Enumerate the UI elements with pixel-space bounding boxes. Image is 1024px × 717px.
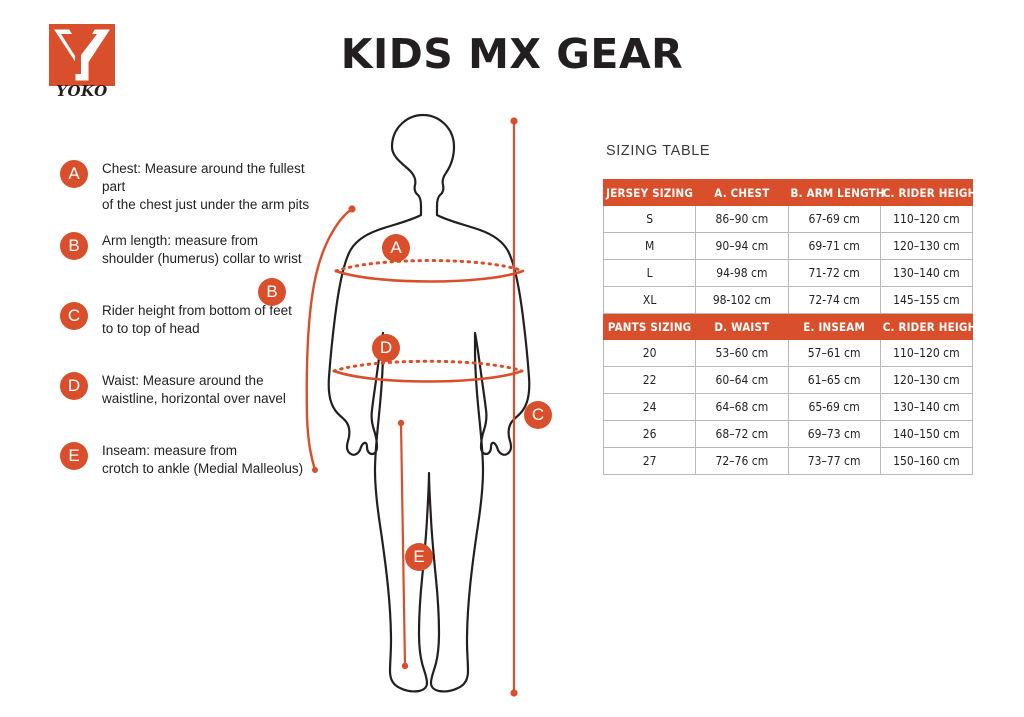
legend-badge-e: E <box>60 442 88 470</box>
table-row: XL 98-102 cm 72-74 cm 145–155 cm <box>602 286 974 314</box>
cell-jersey-chest: 86–90 cm <box>695 205 789 233</box>
cell-pants-waist: 53–60 cm <box>695 339 789 367</box>
chest-measure-band <box>334 259 525 283</box>
table-row: M 90–94 cm 69-71 cm 120–130 cm <box>602 232 974 260</box>
jersey-header-arm: B. ARM LENGTH <box>787 179 885 206</box>
legend-badge-d: D <box>60 372 88 400</box>
brand-logo: YOKO <box>47 22 117 100</box>
cell-jersey-size: S <box>602 205 697 233</box>
cell-jersey-height: 110–120 cm <box>879 205 974 233</box>
cell-pants-waist: 60–64 cm <box>695 366 789 394</box>
cell-jersey-chest: 94-98 cm <box>695 259 789 287</box>
legend-text-chest: Chest: Measure around the fullest part o… <box>102 161 310 212</box>
cell-pants-size: 26 <box>602 420 697 448</box>
cell-pants-size: 24 <box>602 393 697 421</box>
table-row: 27 72–76 cm 73–77 cm 150–160 cm <box>602 447 974 475</box>
legend-badge-b: B <box>60 232 88 260</box>
body-outline-icon <box>327 113 531 693</box>
legend-item-rider-height: C Rider height from bottom of feet to to… <box>60 302 310 354</box>
cell-pants-inseam: 61–65 cm <box>787 366 881 394</box>
table-row: 22 60–64 cm 61–65 cm 120–130 cm <box>602 366 974 394</box>
pants-header-height: C. RIDER HEIGHT <box>879 313 984 340</box>
cell-pants-size: 20 <box>602 339 697 367</box>
cell-pants-waist: 64–68 cm <box>695 393 789 421</box>
cell-pants-waist: 72–76 cm <box>695 447 789 475</box>
cell-jersey-arm: 69-71 cm <box>787 232 881 260</box>
yoko-logo-icon: YOKO <box>49 24 115 100</box>
cell-pants-height: 130–140 cm <box>879 393 974 421</box>
cell-jersey-height: 145–155 cm <box>879 286 974 314</box>
table-row: 24 64–68 cm 65-69 cm 130–140 cm <box>602 393 974 421</box>
jersey-header-height: C. RIDER HEIGHT <box>879 179 984 206</box>
inseam-measure-line <box>397 419 409 670</box>
legend-text-arm-length: Arm length: measure from shoulder (humer… <box>102 233 302 266</box>
cell-jersey-size: XL <box>602 286 697 314</box>
waist-measure-band <box>332 359 524 383</box>
page-title: KIDS MX GEAR <box>340 30 684 78</box>
cell-jersey-arm: 71-72 cm <box>787 259 881 287</box>
legend-list: A Chest: Measure around the fullest part… <box>60 160 310 512</box>
cell-jersey-size: L <box>602 259 697 287</box>
pants-header-waist: D. WAIST <box>695 313 789 340</box>
figure-marker-a: A <box>382 234 410 262</box>
cell-pants-height: 120–130 cm <box>879 366 974 394</box>
cell-jersey-height: 130–140 cm <box>879 259 974 287</box>
pants-header-size: PANTS SIZING <box>602 313 697 340</box>
legend-item-inseam: E Inseam: measure from crotch to ankle (… <box>60 442 310 494</box>
jersey-header-row: JERSEY SIZING A. CHEST B. ARM LENGTH C. … <box>602 179 984 206</box>
legend-item-chest: A Chest: Measure around the fullest part… <box>60 160 310 214</box>
cell-jersey-size: M <box>602 232 697 260</box>
legend-badge-a: A <box>60 160 88 188</box>
jersey-header-size: JERSEY SIZING <box>602 179 697 206</box>
jersey-header-chest: A. CHEST <box>695 179 789 206</box>
legend-item-waist: D Waist: Measure around the waistline, h… <box>60 372 310 424</box>
cell-pants-waist: 68–72 cm <box>695 420 789 448</box>
rider-height-measure-line <box>510 117 518 697</box>
figure-marker-d: D <box>372 334 400 362</box>
cell-jersey-chest: 98-102 cm <box>695 286 789 314</box>
cell-pants-inseam: 65-69 cm <box>787 393 881 421</box>
cell-pants-size: 27 <box>602 447 697 475</box>
table-row: 26 68–72 cm 69–73 cm 140–150 cm <box>602 420 974 448</box>
logo-wordmark: YOKO <box>56 82 107 100</box>
cell-jersey-chest: 90–94 cm <box>695 232 789 260</box>
cell-pants-inseam: 69–73 cm <box>787 420 881 448</box>
sizing-table-caption: SIZING TABLE <box>606 143 711 159</box>
figure-marker-b: B <box>258 278 286 306</box>
table-row: S 86–90 cm 67-69 cm 110–120 cm <box>602 205 974 233</box>
cell-pants-height: 150–160 cm <box>879 447 974 475</box>
legend-text-inseam: Inseam: measure from crotch to ankle (Me… <box>102 443 304 476</box>
cell-pants-inseam: 57–61 cm <box>787 339 881 367</box>
cell-pants-height: 140–150 cm <box>879 420 974 448</box>
cell-jersey-arm: 72-74 cm <box>787 286 881 314</box>
pants-header-inseam: E. INSEAM <box>787 313 881 340</box>
cell-jersey-arm: 67-69 cm <box>787 205 881 233</box>
pants-header-row: PANTS SIZING D. WAIST E. INSEAM C. RIDER… <box>602 313 984 340</box>
figure-marker-e: E <box>405 543 433 571</box>
arm-length-measure-line <box>305 205 356 473</box>
legend-badge-c: C <box>60 302 88 330</box>
table-row: 20 53–60 cm 57–61 cm 110–120 cm <box>602 339 974 367</box>
cell-pants-inseam: 73–77 cm <box>787 447 881 475</box>
cell-pants-height: 110–120 cm <box>879 339 974 367</box>
legend-item-arm-length: B Arm length: measure from shoulder (hum… <box>60 232 310 284</box>
cell-pants-size: 22 <box>602 366 697 394</box>
cell-jersey-height: 120–130 cm <box>879 232 974 260</box>
figure-marker-c: C <box>524 401 552 429</box>
sizing-table: JERSEY SIZING A. CHEST B. ARM LENGTH C. … <box>602 179 984 475</box>
legend-text-waist: Waist: Measure around the waistline, hor… <box>102 373 286 406</box>
legend-text-rider-height: Rider height from bottom of feet to to t… <box>102 303 292 336</box>
table-row: L 94-98 cm 71-72 cm 130–140 cm <box>602 259 974 287</box>
body-measurement-diagram <box>280 105 580 710</box>
